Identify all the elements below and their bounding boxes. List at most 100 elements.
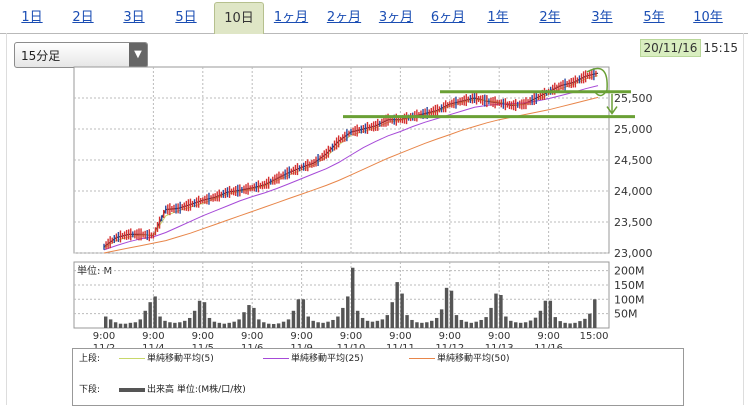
volume-bar: [257, 319, 261, 328]
volume-bar: [518, 322, 523, 328]
volume-bar: [341, 307, 345, 328]
tab-1m[interactable]: 1ヶ月: [273, 10, 309, 25]
volume-bar: [291, 310, 296, 328]
volume-bar: [207, 317, 212, 328]
tab-2m[interactable]: 2ヶ月: [326, 10, 362, 25]
volume-bar: [410, 319, 414, 328]
tab-5y[interactable]: 5年: [643, 10, 665, 25]
volume-bar: [528, 320, 533, 328]
volume-bar: [173, 322, 177, 328]
volume-bar: [108, 319, 113, 328]
price-y-tick: 24,500: [614, 154, 653, 167]
volume-bar: [252, 307, 256, 328]
x-tick-time: 9:00: [93, 331, 115, 342]
volume-bar: [183, 320, 187, 328]
volume-bar: [583, 318, 587, 328]
volume-bar: [118, 323, 123, 328]
volume-y-tick: 50M: [614, 308, 638, 321]
chevron-down-icon[interactable]: ▼: [129, 43, 147, 67]
volume-bar: [237, 319, 241, 328]
interval-select[interactable]: 15分足 ▼: [14, 42, 148, 68]
sma5-swatch: [119, 358, 145, 359]
volume-bar: [385, 315, 390, 328]
legend-sma25-label: 単純移動平均(25): [291, 354, 364, 364]
tab-6m[interactable]: 6ヶ月: [430, 10, 466, 25]
volume-bar: [296, 299, 301, 328]
legend-sma5-label: 単純移動平均(5): [147, 354, 214, 364]
legend-sma50: 単純移動平均(50): [409, 352, 509, 366]
volume-bar: [113, 322, 118, 328]
price-y-tick: 23,000: [614, 247, 653, 260]
volume-bar: [380, 319, 385, 328]
volume-bar: [593, 299, 597, 328]
tab-3d[interactable]: 3日: [123, 10, 145, 25]
volume-bar: [395, 282, 399, 328]
x-tick-time: 9:00: [488, 331, 510, 342]
tab-10y[interactable]: 10年: [693, 10, 723, 25]
volume-bar: [123, 323, 128, 328]
tab-5d[interactable]: 5日: [175, 10, 197, 25]
sma25-swatch: [263, 358, 289, 359]
x-tick-time: 9:00: [439, 331, 461, 342]
volume-bar: [425, 322, 429, 328]
volume-bar: [489, 307, 493, 328]
volume-bar: [232, 321, 236, 328]
volume-bar: [326, 321, 330, 328]
volume-bar: [444, 287, 449, 328]
volume-bar: [558, 321, 562, 328]
volume-bar: [420, 322, 424, 328]
volume-bar: [276, 323, 281, 328]
last-update-time: 15:15: [703, 41, 738, 55]
volume-bar: [355, 310, 360, 328]
volume-bar: [197, 300, 202, 328]
tab-3y[interactable]: 3年: [591, 10, 613, 25]
x-tick-time: 9:00: [192, 331, 214, 342]
volume-bar: [192, 310, 197, 328]
interval-select-value: 15分足: [21, 49, 61, 63]
x-tick-time: 9:00: [290, 331, 312, 342]
tab-3m[interactable]: 3ヶ月: [378, 10, 414, 25]
volume-bar: [499, 295, 503, 328]
volume-bar: [514, 322, 518, 328]
volume-bar: [346, 296, 350, 328]
volume-bar: [281, 321, 286, 328]
volume-bar: [370, 321, 375, 328]
tab-1y[interactable]: 1年: [487, 10, 509, 25]
volume-bar: [588, 313, 592, 328]
volume-bar: [474, 321, 478, 328]
tab-2y[interactable]: 2年: [539, 10, 561, 25]
chart-panel: [6, 33, 744, 405]
volume-bar: [375, 320, 380, 328]
volume-bar: [331, 319, 335, 328]
volume-bar: [434, 317, 439, 328]
tab-1d[interactable]: 1日: [21, 10, 43, 25]
volume-bar: [543, 300, 548, 328]
x-tick-time: 9:00: [241, 331, 263, 342]
volume-bar: [168, 322, 172, 328]
volume-bar: [311, 320, 315, 328]
volume-bar: [509, 320, 513, 328]
volume-bar: [306, 316, 310, 328]
volume-bar: [321, 322, 325, 328]
price-y-tick: 23,500: [614, 216, 653, 229]
volume-bar: [449, 290, 454, 328]
volume-bar: [262, 322, 266, 328]
tab-2d[interactable]: 2日: [72, 10, 94, 25]
volume-bar: [202, 302, 207, 328]
annotation-curl: [586, 67, 608, 97]
legend-sma5: 単純移動平均(5): [119, 352, 214, 366]
x-tick-time: 9:00: [142, 331, 164, 342]
volume-bar: [133, 322, 138, 328]
volume-bar: [494, 293, 498, 328]
volume-bar: [351, 267, 355, 328]
legend-sma50-label: 単純移動平均(50): [437, 354, 510, 364]
tab-10d[interactable]: 10日: [214, 2, 264, 34]
legend-sma25: 単純移動平均(25): [263, 352, 363, 366]
volume-bar: [405, 315, 409, 328]
volume-bar: [504, 316, 508, 328]
volume-bar: [439, 309, 444, 328]
price-y-tick: 25,000: [614, 123, 653, 136]
volume-bar: [128, 322, 133, 328]
